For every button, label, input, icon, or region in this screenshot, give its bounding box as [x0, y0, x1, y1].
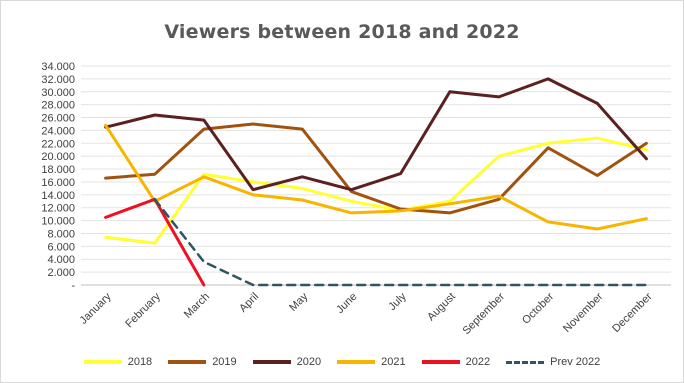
y-tick-label: 12.000 — [41, 203, 75, 215]
x-tick-label: April — [237, 291, 261, 315]
legend-item: 2022 — [421, 356, 491, 368]
x-tick-label: August — [425, 291, 458, 324]
series-line-2019 — [104, 122, 648, 215]
y-tick-label: 20.000 — [41, 151, 75, 163]
y-tick-label: 16.000 — [41, 177, 75, 189]
legend-swatch — [252, 360, 291, 364]
legend-item: 2018 — [83, 356, 153, 368]
legend-item: 2021 — [337, 356, 406, 368]
legend-label: 2018 — [127, 356, 153, 368]
series-line-2021 — [104, 123, 648, 231]
y-tick-label: 18.000 — [41, 164, 75, 176]
y-tick-label: 6.000 — [47, 241, 75, 253]
legend-item: 2019 — [168, 356, 237, 368]
y-tick-label: 22.000 — [41, 138, 75, 150]
x-tick-label: February — [123, 290, 163, 330]
series-lines — [104, 77, 648, 287]
x-tick-label: October — [520, 290, 556, 326]
chart-title: Viewers between 2018 and 2022 — [164, 21, 520, 43]
legend-item: 2020 — [252, 356, 322, 368]
x-tick-label: May — [287, 290, 311, 314]
y-tick-label: 28.000 — [41, 100, 75, 112]
x-tick-label: March — [182, 291, 212, 321]
legend-swatch — [506, 360, 545, 364]
legend-label: 2022 — [465, 356, 491, 368]
legend-swatch — [421, 360, 460, 364]
x-axis-ticks: January February March April May June July Augu… — [78, 290, 655, 337]
legend-swatch — [337, 360, 376, 364]
series-line-2018 — [104, 136, 648, 245]
legend-item: Prev 2022 — [506, 356, 600, 368]
x-tick-label: January — [78, 290, 115, 327]
x-tick-label: November — [561, 290, 606, 335]
legend-swatch — [83, 360, 122, 364]
y-tick-label: 26.000 — [41, 113, 75, 125]
series-line-prev-2022 — [153, 198, 648, 287]
legend-label: Prev 2022 — [550, 356, 601, 368]
x-tick-label: June — [334, 291, 359, 316]
series-line-2020 — [104, 77, 648, 192]
y-tick-label: 30.000 — [41, 87, 75, 99]
y-tick-label: 10.000 — [41, 216, 75, 228]
x-tick-label: July — [386, 290, 409, 313]
y-tick-label: 2.000 — [47, 267, 75, 279]
y-axis-ticks: -2.0004.0006.0008.00010.00012.00014.0001… — [41, 61, 75, 292]
legend-label: 2019 — [212, 356, 237, 368]
y-tick-label: 4.000 — [47, 254, 75, 266]
y-tick-label: 8.000 — [47, 228, 75, 240]
legend-swatch — [168, 360, 207, 364]
legend-label: 2020 — [296, 356, 322, 368]
x-tick-label: September — [461, 290, 508, 337]
gridlines — [81, 65, 671, 286]
y-tick-label: 32.000 — [41, 74, 75, 86]
y-tick-label: - — [71, 280, 75, 292]
x-tick-label: December — [610, 290, 655, 335]
legend-label: 2021 — [381, 356, 406, 368]
y-tick-label: 24.000 — [41, 125, 75, 137]
legend: 2018 2019 2020 2021 2022 Prev 2022 — [1, 356, 683, 368]
y-tick-label: 14.000 — [41, 190, 75, 202]
y-tick-label: 34.000 — [41, 61, 75, 73]
